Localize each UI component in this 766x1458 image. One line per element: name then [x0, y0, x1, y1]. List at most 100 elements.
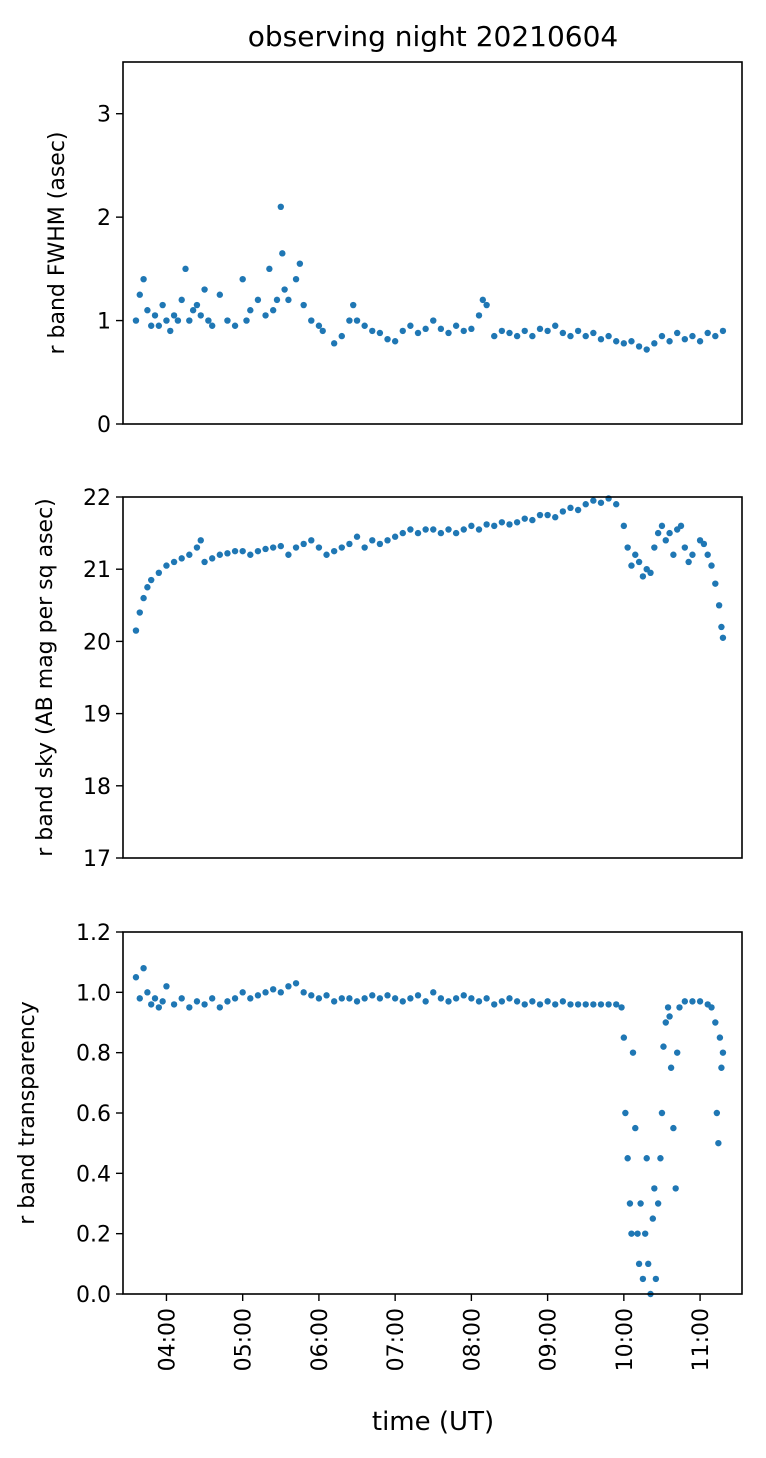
transparency-point [300, 989, 307, 996]
fwhm-point [498, 327, 506, 335]
sky-point [140, 594, 147, 602]
sky-point [544, 511, 551, 519]
sky-point [704, 551, 711, 558]
fwhm-point [559, 329, 567, 337]
transparency-point [498, 998, 506, 1005]
sky-point [269, 544, 277, 551]
transparency-point [132, 974, 140, 981]
transparency-point [224, 998, 231, 1005]
transparency-point [590, 1001, 597, 1008]
fwhm-point [136, 291, 143, 298]
sky-point [201, 558, 208, 566]
fwhm-point [704, 329, 711, 337]
sky-point [148, 576, 155, 584]
sky-point [613, 501, 620, 508]
transparency-point [308, 992, 315, 999]
fwhm-point [231, 322, 239, 329]
sky-point [620, 522, 628, 530]
fwhm-point [651, 340, 658, 347]
y-tick-label-fwhm: 0 [97, 413, 111, 438]
fwhm-point [216, 291, 224, 298]
chart-title: observing night 20210604 [248, 20, 618, 53]
sky-point [437, 529, 445, 537]
transparency-point [654, 1200, 662, 1207]
fwhm-point [712, 332, 719, 340]
transparency-point [285, 983, 292, 990]
sky-point [315, 544, 323, 551]
transparency-point [186, 1004, 193, 1011]
transparency-point [323, 992, 330, 999]
fwhm-point [159, 301, 166, 309]
fwhm-point [167, 327, 174, 335]
sky-point [468, 522, 475, 530]
fwhm-point [384, 335, 391, 343]
transparency-point [529, 998, 536, 1005]
sky-point [658, 522, 666, 530]
transparency-point [239, 989, 246, 996]
x-tick-label: 06:00 [308, 1308, 333, 1371]
y-axis-label-transparency: r band transparency [15, 1001, 40, 1225]
y-tick-label-transparency: 0.0 [76, 1283, 111, 1308]
sky-point [262, 545, 269, 553]
transparency-point [620, 1034, 628, 1041]
fwhm-point [529, 332, 536, 340]
transparency-point [582, 1001, 589, 1008]
fwhm-points [132, 203, 727, 353]
sky-point [529, 516, 536, 524]
sky-point [681, 544, 689, 551]
sky-point [567, 504, 574, 512]
transparency-frame [122, 931, 743, 1295]
transparency-point [658, 1109, 666, 1117]
fwhm-point [262, 312, 269, 319]
transparency-point [676, 1004, 683, 1011]
transparency-point [491, 1001, 498, 1008]
fwhm-point [536, 325, 544, 333]
transparency-point [613, 1001, 620, 1008]
transparency-point [708, 1004, 715, 1011]
fwhm-point [254, 296, 262, 304]
sky-point [308, 537, 315, 544]
fwhm-point [197, 312, 204, 319]
fwhm-point [674, 329, 681, 337]
sky-point [346, 540, 353, 548]
transparency-point [159, 998, 166, 1005]
x-tick-label: 07:00 [384, 1308, 409, 1371]
fwhm-point [266, 265, 273, 273]
sky-point [677, 522, 685, 530]
transparency-point [643, 1155, 650, 1162]
transparency-point [163, 983, 170, 990]
sky-point [330, 547, 338, 555]
fwhm-point [628, 338, 635, 345]
sky-point [300, 540, 307, 548]
sky-point [628, 562, 635, 569]
y-tick-label-fwhm: 2 [97, 206, 111, 231]
fwhm-point [178, 296, 185, 304]
fwhm-point [144, 307, 151, 314]
sky-point [361, 544, 368, 551]
transparency-point [292, 980, 300, 987]
sky-point [552, 514, 559, 521]
transparency-point [269, 986, 277, 993]
sky-point [323, 551, 330, 558]
panel-transparency: 0.0 0.2 0.4 0.6 0.8 1.0 1.2 04:00 05:00 06:00 07:… [15, 921, 743, 1371]
fwhm-point [239, 276, 246, 283]
y-ticks-transparency: 0.0 0.2 0.4 0.6 0.8 1.0 1.2 [76, 921, 123, 1308]
transparency-point [315, 995, 323, 1002]
fwhm-point [308, 317, 315, 324]
fwhm-point [689, 332, 696, 340]
sky-points [132, 495, 727, 641]
sky-point [651, 544, 658, 551]
transparency-point [544, 998, 551, 1005]
transparency-point [664, 1004, 672, 1011]
y-tick-label-sky: 18 [83, 775, 111, 800]
transparency-point [626, 1200, 634, 1207]
sky-point [700, 540, 708, 548]
fwhm-point [163, 317, 170, 324]
transparency-point [262, 989, 269, 996]
fwhm-point [350, 301, 357, 309]
fwhm-point [452, 322, 460, 329]
fwhm-point [186, 317, 193, 324]
x-tick-label: 11:00 [689, 1308, 714, 1371]
sky-point [247, 551, 254, 558]
sky-point [670, 551, 677, 558]
